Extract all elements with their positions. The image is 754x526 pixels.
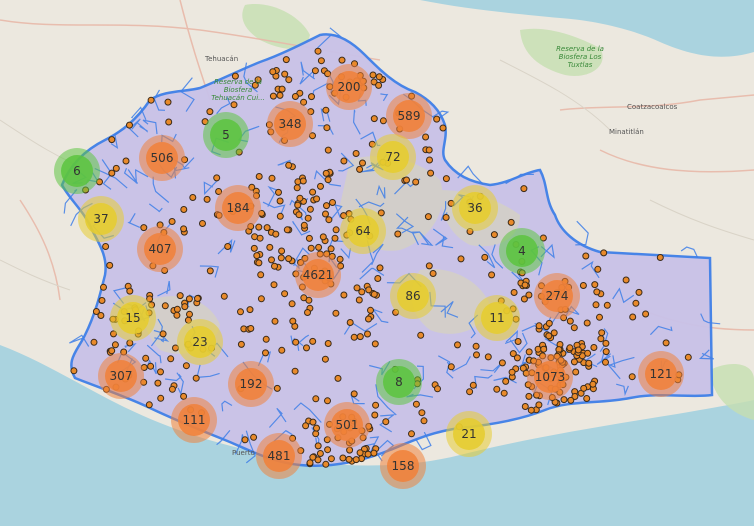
cluster-marker[interactable]: 4621 bbox=[295, 252, 341, 298]
cluster-marker[interactable]: 348 bbox=[267, 101, 313, 147]
cluster-marker[interactable]: 86 bbox=[390, 273, 436, 319]
map-label: Coatzacoalcos bbox=[627, 103, 678, 111]
cluster-marker[interactable]: 274 bbox=[534, 273, 580, 319]
map-label: Reserva de la Biosfera Tehuacán Cui... bbox=[211, 78, 265, 102]
cluster-count: 158 bbox=[387, 450, 419, 482]
cluster-marker[interactable]: 192 bbox=[228, 361, 274, 407]
cluster-marker[interactable]: 15 bbox=[110, 295, 156, 341]
cluster-count: 6 bbox=[61, 155, 93, 187]
cluster-count: 11 bbox=[481, 302, 513, 334]
cluster-count: 86 bbox=[397, 280, 429, 312]
cluster-count: 72 bbox=[377, 141, 409, 173]
cluster-marker[interactable]: 36 bbox=[452, 185, 498, 231]
cluster-marker[interactable]: 307 bbox=[98, 353, 144, 399]
cluster-marker[interactable]: 121 bbox=[638, 351, 684, 397]
cluster-marker[interactable]: 407 bbox=[137, 226, 183, 272]
cluster-count: 15 bbox=[117, 302, 149, 334]
cluster-count: 589 bbox=[393, 100, 425, 132]
map-label: Puerto bbox=[232, 449, 255, 457]
cluster-count: 192 bbox=[235, 368, 267, 400]
cluster-count: 506 bbox=[146, 142, 178, 174]
cluster-marker[interactable]: 200 bbox=[326, 64, 372, 110]
cluster-marker[interactable]: 158 bbox=[380, 443, 426, 489]
cluster-marker[interactable]: 37 bbox=[78, 196, 124, 242]
cluster-marker[interactable]: 501 bbox=[324, 402, 370, 448]
cluster-marker[interactable]: 481 bbox=[256, 433, 302, 479]
cluster-marker[interactable]: 6 bbox=[54, 148, 100, 194]
cluster-marker[interactable]: 64 bbox=[340, 208, 386, 254]
map-label: Tehuacán bbox=[205, 55, 239, 63]
cluster-count: 501 bbox=[331, 409, 363, 441]
cluster-count: 5 bbox=[210, 119, 242, 151]
cluster-marker[interactable]: 4 bbox=[499, 228, 545, 274]
cluster-marker[interactable]: 111 bbox=[171, 397, 217, 443]
cluster-marker[interactable]: 8 bbox=[376, 359, 422, 405]
cluster-marker[interactable]: 5 bbox=[203, 112, 249, 158]
cluster-marker[interactable]: 506 bbox=[139, 135, 185, 181]
map-label: Reserva de la Biosfera Los Tuxtlas bbox=[556, 45, 604, 69]
cluster-count: 21 bbox=[453, 418, 485, 450]
cluster-marker[interactable]: 589 bbox=[386, 93, 432, 139]
cluster-count: 407 bbox=[144, 233, 176, 265]
cluster-marker[interactable]: 1073 bbox=[527, 354, 573, 400]
cluster-marker[interactable]: 72 bbox=[370, 134, 416, 180]
cluster-count: 348 bbox=[274, 108, 306, 140]
cluster-count: 4 bbox=[506, 235, 538, 267]
cluster-marker[interactable]: 184 bbox=[215, 185, 261, 231]
cluster-count: 4621 bbox=[302, 259, 334, 291]
cluster-count: 200 bbox=[333, 71, 365, 103]
cluster-count: 8 bbox=[383, 366, 415, 398]
cluster-count: 1073 bbox=[534, 361, 566, 393]
cluster-count: 481 bbox=[263, 440, 295, 472]
cluster-count: 111 bbox=[178, 404, 210, 436]
cluster-count: 23 bbox=[184, 326, 216, 358]
cluster-count: 36 bbox=[459, 192, 491, 224]
map-label: Minatitlán bbox=[609, 128, 644, 136]
cluster-count: 64 bbox=[347, 215, 379, 247]
cluster-marker[interactable]: 21 bbox=[446, 411, 492, 457]
cluster-count: 307 bbox=[105, 360, 137, 392]
cluster-marker[interactable]: 23 bbox=[177, 319, 223, 365]
cluster-count: 184 bbox=[222, 192, 254, 224]
cluster-count: 37 bbox=[85, 203, 117, 235]
cluster-count: 121 bbox=[645, 358, 677, 390]
cluster-marker[interactable]: 11 bbox=[474, 295, 520, 341]
cluster-count: 274 bbox=[541, 280, 573, 312]
